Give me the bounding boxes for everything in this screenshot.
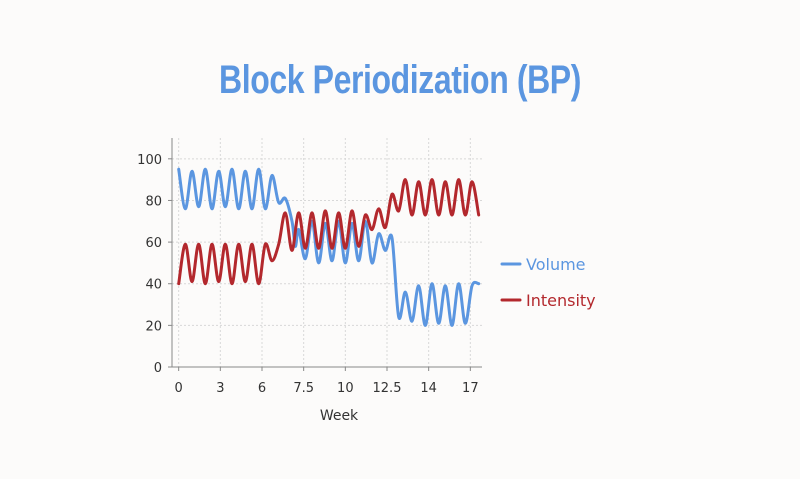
legend-label-volume: Volume: [526, 255, 586, 274]
series-lines: [177, 167, 481, 327]
x-tick-label: 3: [216, 381, 224, 396]
legend: Volume Intensity: [500, 255, 596, 310]
y-tick-label: 60: [145, 236, 162, 251]
y-tick-label: 0: [154, 361, 162, 376]
tick-labels: 0 20 40 60 80 100 0 3 6 7.5 10 12.5 14 17: [137, 153, 478, 396]
x-tick-label: 0: [175, 381, 183, 396]
y-tick-label: 20: [145, 319, 162, 334]
series-line-intensity: [177, 178, 481, 286]
y-tick-label: 40: [145, 278, 162, 293]
x-tick-label: 17: [462, 381, 479, 396]
y-tick-label: 100: [137, 153, 162, 168]
x-tick-label: 14: [420, 381, 437, 396]
x-tick-label: 12.5: [373, 381, 402, 396]
x-tick-label: 10: [337, 381, 354, 396]
chart-title: Block Periodization (BP): [219, 58, 581, 102]
axes: [168, 138, 482, 371]
series-line-volume: [177, 167, 481, 327]
x-tick-label: 6: [258, 381, 266, 396]
y-tick-label: 80: [145, 194, 162, 209]
legend-label-intensity: Intensity: [526, 291, 596, 310]
x-axis-title: Week: [320, 408, 359, 424]
x-tick-label: 7.5: [293, 381, 314, 396]
